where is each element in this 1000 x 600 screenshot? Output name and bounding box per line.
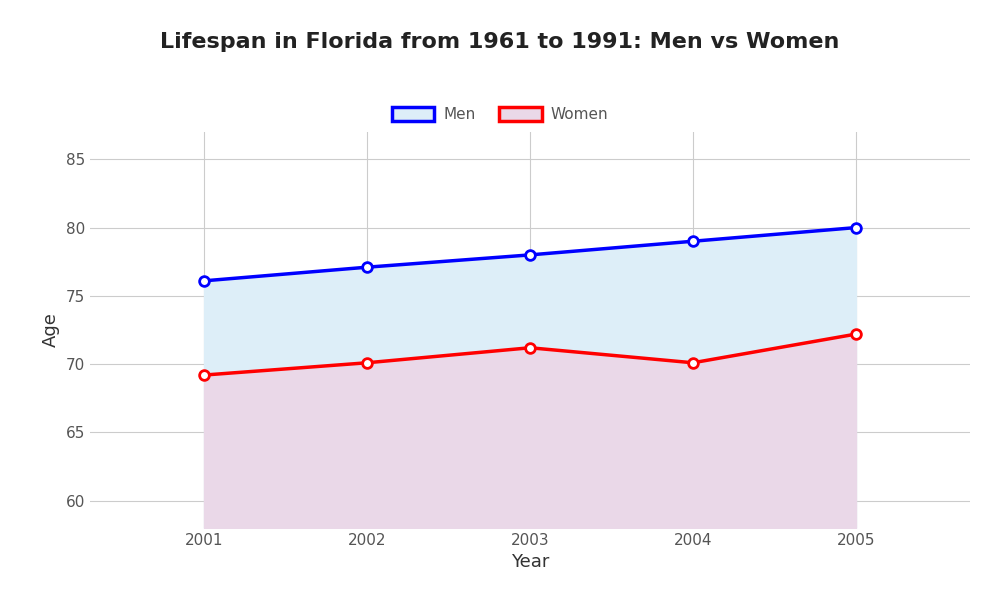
Text: Lifespan in Florida from 1961 to 1991: Men vs Women: Lifespan in Florida from 1961 to 1991: M… [160,32,840,52]
Legend: Men, Women: Men, Women [386,101,614,128]
X-axis label: Year: Year [511,553,549,571]
Y-axis label: Age: Age [42,313,60,347]
